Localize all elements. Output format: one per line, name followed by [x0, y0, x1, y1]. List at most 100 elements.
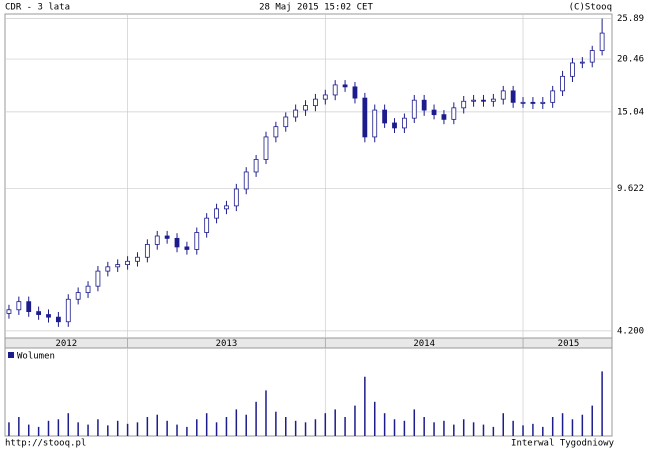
volume-bar [18, 417, 20, 436]
candle-body [214, 208, 219, 219]
candle-body [579, 61, 585, 64]
y-tick-label: 4.200 [617, 326, 644, 336]
volume-bar [561, 413, 564, 436]
volume-bar [245, 414, 247, 436]
candle-body [560, 75, 565, 92]
volume-bar [235, 409, 238, 436]
candle-body [65, 298, 71, 323]
volume-bar [156, 414, 158, 436]
volume-bar [215, 422, 218, 436]
volume-bar [492, 426, 495, 436]
volume-bar [512, 420, 514, 436]
candle-body [411, 99, 417, 119]
volume-bar [423, 417, 425, 436]
y-tick-label: 9.622 [617, 184, 644, 194]
volume-bar [532, 423, 534, 436]
candle-body [204, 217, 210, 233]
y-tick-label: 25.89 [617, 14, 644, 24]
candle-body [6, 309, 12, 314]
footer-left: http://stooq.pl [5, 439, 86, 449]
candle-body [125, 260, 130, 265]
candle-body [362, 97, 368, 138]
volume-bar [433, 422, 435, 436]
volume-bar [443, 420, 445, 436]
candle-body [550, 90, 556, 103]
date-label: 28 Maj 2015 15:02 CET [259, 3, 373, 13]
candle-body [332, 84, 338, 96]
chart-title: CDR - 3 lata [5, 3, 70, 13]
volume-bar [166, 420, 168, 436]
candle-body [243, 171, 249, 190]
candle-body [570, 62, 575, 77]
candle-body [303, 105, 308, 111]
volume-bar [196, 419, 198, 436]
candle-body [471, 99, 476, 102]
candle-body [500, 90, 506, 100]
footer-right: Interwal Tygodniowy [511, 439, 615, 449]
y-tick-label: 15.04 [617, 107, 644, 117]
volume-bar [255, 401, 257, 436]
volume-bar [324, 413, 327, 436]
volume-bar [472, 422, 475, 436]
volume-bar [344, 417, 346, 436]
y-tick-label: 20.46 [617, 55, 644, 65]
x-tick-label: 2013 [216, 339, 238, 349]
legend-label: Wolumen [17, 352, 55, 362]
volume-bar [403, 420, 406, 436]
volume-bar [275, 411, 277, 436]
candle-body [26, 301, 32, 312]
volume-bar [136, 422, 139, 436]
candle-body [540, 101, 546, 104]
volume-bar [146, 417, 149, 436]
candle-body [510, 90, 516, 103]
volume-bar [304, 422, 307, 436]
candle-body [135, 256, 140, 262]
volume-bar [27, 424, 30, 436]
volume-bar [265, 390, 267, 436]
candle-body [313, 98, 318, 107]
candle-body [599, 32, 605, 51]
x-tick-label: 2014 [413, 339, 435, 349]
candle-body [372, 109, 378, 138]
candle-body [36, 311, 42, 315]
candle-body [184, 246, 190, 250]
candle-body [431, 109, 437, 116]
volume-bar [571, 419, 574, 436]
volume-bar [205, 413, 208, 436]
candle-body [85, 285, 91, 293]
candle-body [95, 270, 101, 287]
volume-bar [37, 426, 40, 436]
candle-body [154, 235, 160, 245]
volume-bar [67, 413, 70, 436]
volume-bar [522, 425, 524, 436]
candle-body [461, 100, 467, 109]
volume-bar [542, 426, 544, 436]
volume-bar [462, 419, 465, 436]
volume-bar [413, 409, 416, 436]
volume-bar [8, 422, 10, 436]
candle-body [481, 99, 486, 102]
candle-body [322, 94, 328, 100]
legend-swatch [8, 352, 14, 358]
candle-body [530, 101, 536, 104]
volume-bar [225, 417, 228, 436]
candle-body [115, 264, 121, 268]
candle-body [382, 109, 388, 124]
candle-body [174, 237, 180, 248]
volume-bar [314, 419, 317, 436]
x-tick-label: 2015 [558, 339, 580, 349]
candle-body [283, 116, 289, 128]
volume-bar [373, 401, 376, 436]
candle-body [293, 109, 299, 118]
candle-body [75, 292, 81, 300]
volume-bar [591, 405, 593, 436]
candle-body [342, 84, 348, 88]
volume-bar [393, 419, 396, 436]
volume-bar [601, 371, 603, 436]
volume-bar [107, 425, 109, 436]
volume-bar [551, 417, 554, 436]
volume-bar [116, 420, 119, 436]
volume-bar [87, 424, 89, 436]
candle-body [401, 117, 407, 129]
